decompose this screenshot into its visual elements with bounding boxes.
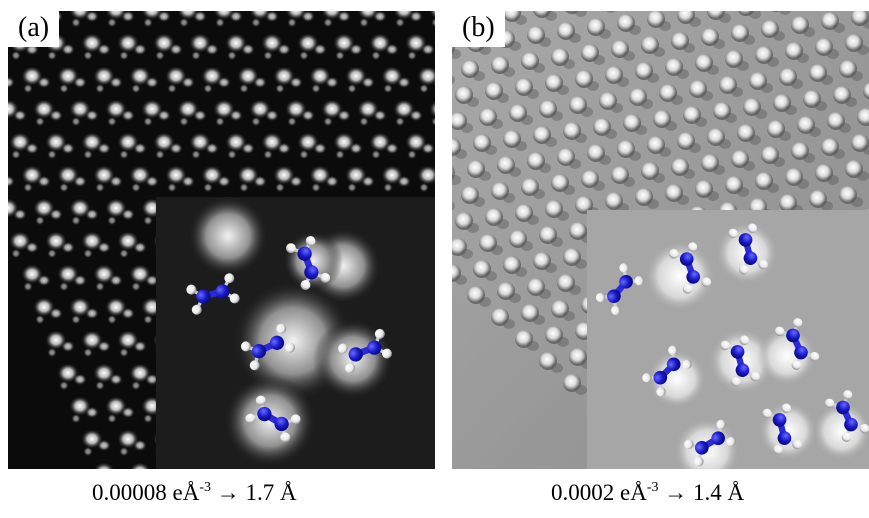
molecule-model <box>240 323 296 371</box>
molecule-model <box>668 242 712 294</box>
caption-a: 0.00008 eÅ-3 → 1.7 Å <box>92 480 297 506</box>
molecule-model <box>245 395 301 443</box>
molecule-model <box>728 223 768 275</box>
molecule-model <box>338 328 392 374</box>
caption-b-exponent: -3 <box>646 480 659 495</box>
panel-label-b: (b) <box>452 11 505 47</box>
caption-b: 0.0002 eÅ-3 → 1.4 Å <box>551 480 744 506</box>
molecule-model <box>720 335 760 387</box>
molecule-model <box>595 263 645 315</box>
inset-b <box>587 210 869 469</box>
caption-b-prefix: 0.0002 eÅ <box>551 480 647 505</box>
stm-image-a: (a) <box>8 11 435 469</box>
molecule-model <box>824 390 869 442</box>
caption-a-prefix: 0.00008 eÅ <box>92 480 200 505</box>
molecule-model <box>774 318 820 370</box>
molecule-model <box>285 236 331 290</box>
caption-a-suffix: → 1.7 Å <box>211 480 297 505</box>
molecule-model <box>762 403 802 455</box>
stm-image-b-graphic <box>452 11 869 469</box>
stm-image-b: (b) <box>452 11 869 469</box>
caption-b-suffix: → 1.4 Å <box>658 480 745 505</box>
molecule-model <box>684 419 736 467</box>
panel-label-a: (a) <box>8 11 60 47</box>
molecule-model <box>186 273 240 315</box>
inset-a <box>156 196 435 469</box>
caption-a-exponent: -3 <box>199 480 211 495</box>
molecule-model <box>642 345 692 397</box>
stm-image-a-graphic <box>8 11 435 469</box>
